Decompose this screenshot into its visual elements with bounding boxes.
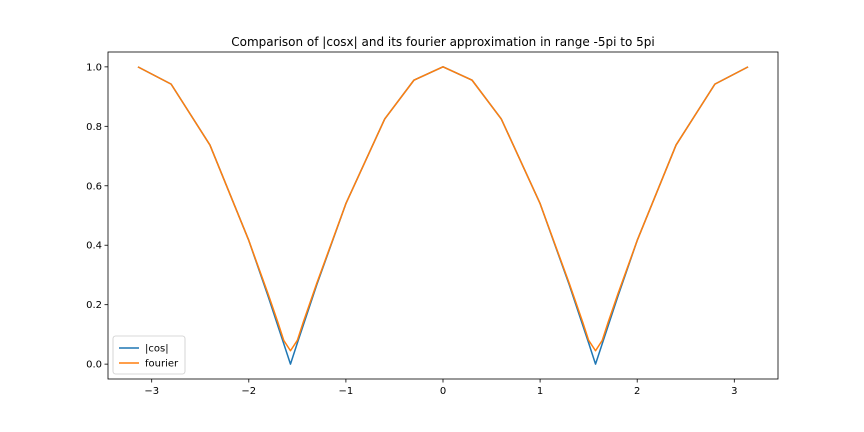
x-axis: −3 −2 −1 0 1 2 3 [144, 379, 737, 397]
series-line-1 [137, 66, 749, 352]
x-tick-label: 2 [634, 386, 640, 397]
legend-box [112, 335, 186, 375]
x-tick-label: −2 [241, 386, 256, 397]
x-tick-label: 3 [731, 386, 737, 397]
y-tick-label: 0.4 [86, 241, 102, 252]
y-axis: 0.0 0.2 0.4 0.6 0.8 1.0 [86, 62, 108, 371]
y-tick-label: 0.2 [86, 300, 102, 311]
x-tick-label: −3 [144, 386, 159, 397]
legend: |cos| fourier [112, 335, 186, 375]
chart-title: Comparison of |cosx| and its fourier app… [231, 35, 654, 49]
y-tick-label: 1.0 [86, 62, 102, 73]
y-tick-label: 0.0 [86, 360, 102, 371]
plot-area [137, 66, 749, 365]
y-tick-label: 0.8 [86, 122, 102, 133]
y-tick-label: 0.6 [86, 181, 102, 192]
x-tick-label: 0 [440, 386, 446, 397]
x-tick-label: 1 [537, 386, 543, 397]
legend-label-0: |cos| [145, 344, 169, 355]
series-line-0 [137, 66, 749, 365]
legend-label-1: fourier [145, 359, 179, 370]
axes-frame [107, 51, 779, 380]
x-tick-label: −1 [339, 386, 354, 397]
